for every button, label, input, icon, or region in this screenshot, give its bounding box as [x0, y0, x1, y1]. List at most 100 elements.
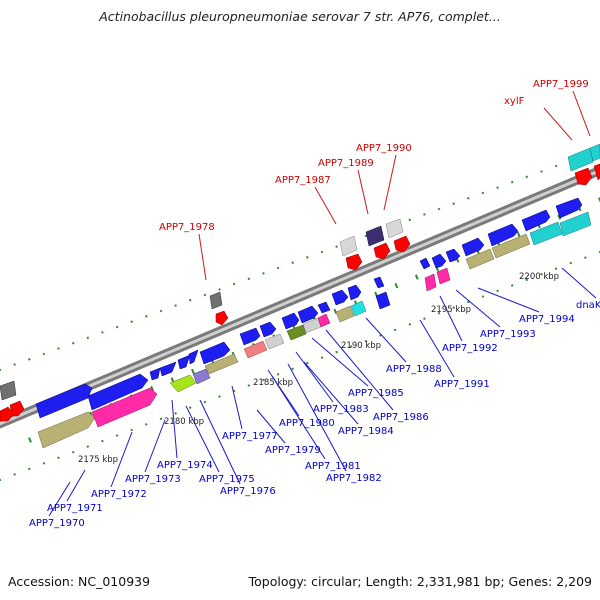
guide-dot [191, 368, 195, 375]
gene-feature [0, 380, 17, 401]
gene-label: APP7_1978 [159, 222, 215, 233]
guide-dot [203, 400, 207, 404]
gene-label: APP7_1994 [519, 314, 575, 325]
leader-line [295, 351, 334, 403]
gene-label: APP7_1990 [356, 143, 412, 154]
gene-feature [335, 305, 355, 323]
map-title: Actinobacillus pleuropneumoniae serovar … [99, 9, 501, 24]
guide-dot [364, 339, 368, 343]
guide-dot [598, 250, 600, 254]
guide-dot [394, 283, 399, 289]
guide-dot [305, 361, 309, 365]
guide-dot [13, 473, 16, 476]
guide-dot [335, 350, 338, 354]
gene-label: dnaK [576, 300, 600, 311]
gene-feature [555, 197, 583, 219]
gene-label: APP7_1991 [434, 379, 490, 390]
kbp-tick-label: 2180 kbp [164, 417, 204, 427]
guide-dot [144, 314, 148, 318]
guide-dot [188, 298, 192, 302]
gene-feature [317, 301, 331, 314]
guide-dot [174, 304, 177, 307]
guide-dot [466, 196, 470, 200]
gene-feature [239, 327, 261, 346]
gene-feature [91, 387, 158, 428]
gene-feature [574, 167, 593, 186]
guide-dot [57, 347, 60, 350]
gene-feature [373, 276, 385, 289]
guide-dot [437, 207, 441, 211]
leader-line [357, 169, 369, 215]
gene-label: APP7_1970 [29, 518, 85, 529]
gene-feature [436, 267, 451, 285]
guide-dot [203, 293, 207, 297]
guide-dot [540, 272, 543, 276]
gene-feature [393, 235, 411, 253]
leader-line [171, 399, 178, 459]
guide-dot [174, 411, 177, 415]
gene-feature [375, 291, 391, 310]
guide-dot [437, 311, 441, 315]
kbp-tick-label: 2200 kbp [519, 272, 559, 282]
guide-dot [408, 322, 412, 326]
guide-dot [496, 186, 499, 189]
gene-feature [339, 235, 358, 257]
guide-dot [86, 336, 90, 340]
gene-feature [567, 147, 594, 172]
guide-dot [423, 317, 426, 321]
gene-feature [589, 143, 600, 162]
gene-feature [35, 383, 93, 419]
gene-label: APP7_1999 [533, 79, 589, 90]
topology-label: Topology: circular; Length: 2,331,981 bp… [248, 574, 592, 589]
guide-dot [540, 170, 543, 173]
guide-dot [496, 289, 499, 293]
gene-labels: APP7_1970 APP7_1971 APP7_1972 APP7_1973 APP7… [29, 79, 600, 529]
leader-line [199, 399, 241, 485]
gene-feature [259, 321, 277, 338]
gene-label: APP7_1993 [480, 329, 536, 340]
guide-dot [130, 320, 134, 324]
guide-dot [13, 363, 16, 366]
leader-line [311, 337, 369, 387]
gene-label: APP7_1975 [199, 474, 255, 485]
gene-feature [209, 291, 223, 310]
gene-label: APP7_1984 [338, 426, 394, 437]
guide-dot [57, 456, 60, 460]
guide-dot [276, 266, 280, 270]
leader-line [198, 233, 207, 281]
gene-feature [461, 237, 485, 257]
gene-feature [347, 284, 362, 301]
leader-line [561, 267, 597, 299]
guide-dot [42, 352, 46, 356]
gene-feature [159, 361, 177, 377]
leader-line [477, 287, 540, 313]
guide-dot [101, 331, 104, 334]
gene-feature [521, 209, 551, 232]
gene-feature [431, 253, 447, 269]
gene-feature [37, 411, 96, 449]
gene-label: APP7_1981 [305, 461, 361, 472]
gene-feature [559, 211, 592, 237]
leader-line [231, 385, 243, 430]
guide-dot [232, 282, 236, 286]
guide-dot [247, 277, 251, 281]
guide-dot [349, 345, 353, 348]
gene-feature [192, 368, 211, 385]
guide-dot [423, 213, 426, 216]
leader-line [110, 431, 133, 488]
guide-dot [291, 261, 295, 265]
gene-feature [491, 233, 531, 259]
guide-dot [159, 417, 163, 421]
guide-dot [525, 175, 529, 179]
guide-dot [481, 295, 485, 298]
gene-label: APP7_1983 [313, 404, 369, 415]
kbp-tick-label: 2185 kbp [253, 378, 293, 388]
gene-label: xylF [504, 96, 525, 107]
gene-label: APP7_1974 [157, 460, 213, 471]
guide-dot [170, 377, 175, 383]
gene-feature [419, 257, 431, 270]
leader-line [455, 289, 501, 328]
guide-dot [247, 384, 251, 387]
leader-line [287, 363, 347, 472]
